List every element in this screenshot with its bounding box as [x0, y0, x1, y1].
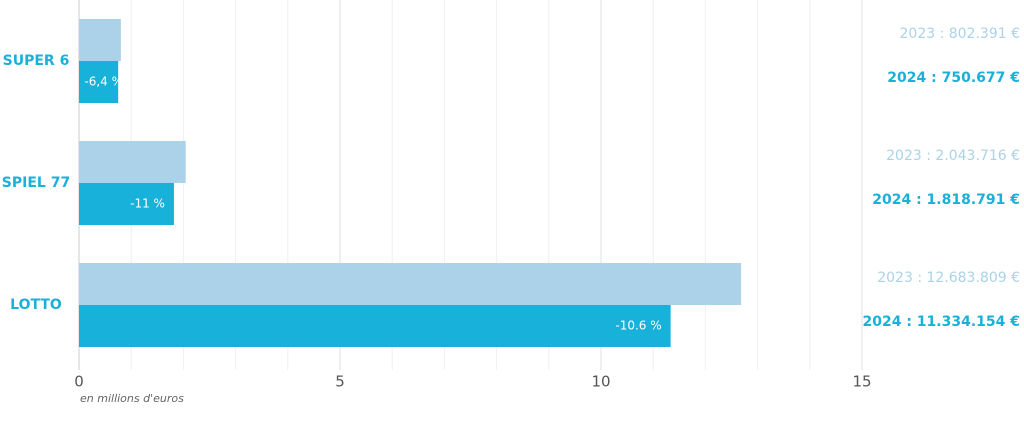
- category-label: SUPER 6: [3, 53, 70, 69]
- value-label: 2023 : 2.043.716 €: [886, 148, 1020, 164]
- bar: [79, 19, 121, 61]
- category-label: SPIEL 77: [2, 175, 70, 191]
- category-label: LOTTO: [10, 297, 62, 313]
- x-tick-label: 0: [74, 373, 84, 391]
- bar: [79, 305, 671, 347]
- change-label: -10.6 %: [615, 319, 661, 333]
- value-label: 2024 : 1.818.791 €: [872, 192, 1020, 208]
- value-label: 2023 : 802.391 €: [900, 26, 1021, 42]
- bar: [79, 183, 174, 225]
- bar: [79, 61, 119, 103]
- value-label: 2024 : 11.334.154 €: [863, 314, 1021, 330]
- value-label: 2024 : 750.677 €: [887, 70, 1020, 86]
- change-label: -11 %: [130, 197, 165, 211]
- bar: [79, 141, 186, 183]
- bar: [79, 263, 742, 305]
- x-tick-label: 5: [335, 373, 345, 391]
- change-label: -6,4 %: [84, 75, 123, 89]
- x-axis-label: en millions d'euros: [80, 392, 184, 405]
- x-tick-label: 10: [591, 373, 610, 391]
- value-label: 2023 : 12.683.809 €: [877, 270, 1020, 286]
- x-tick-label: 15: [852, 373, 871, 391]
